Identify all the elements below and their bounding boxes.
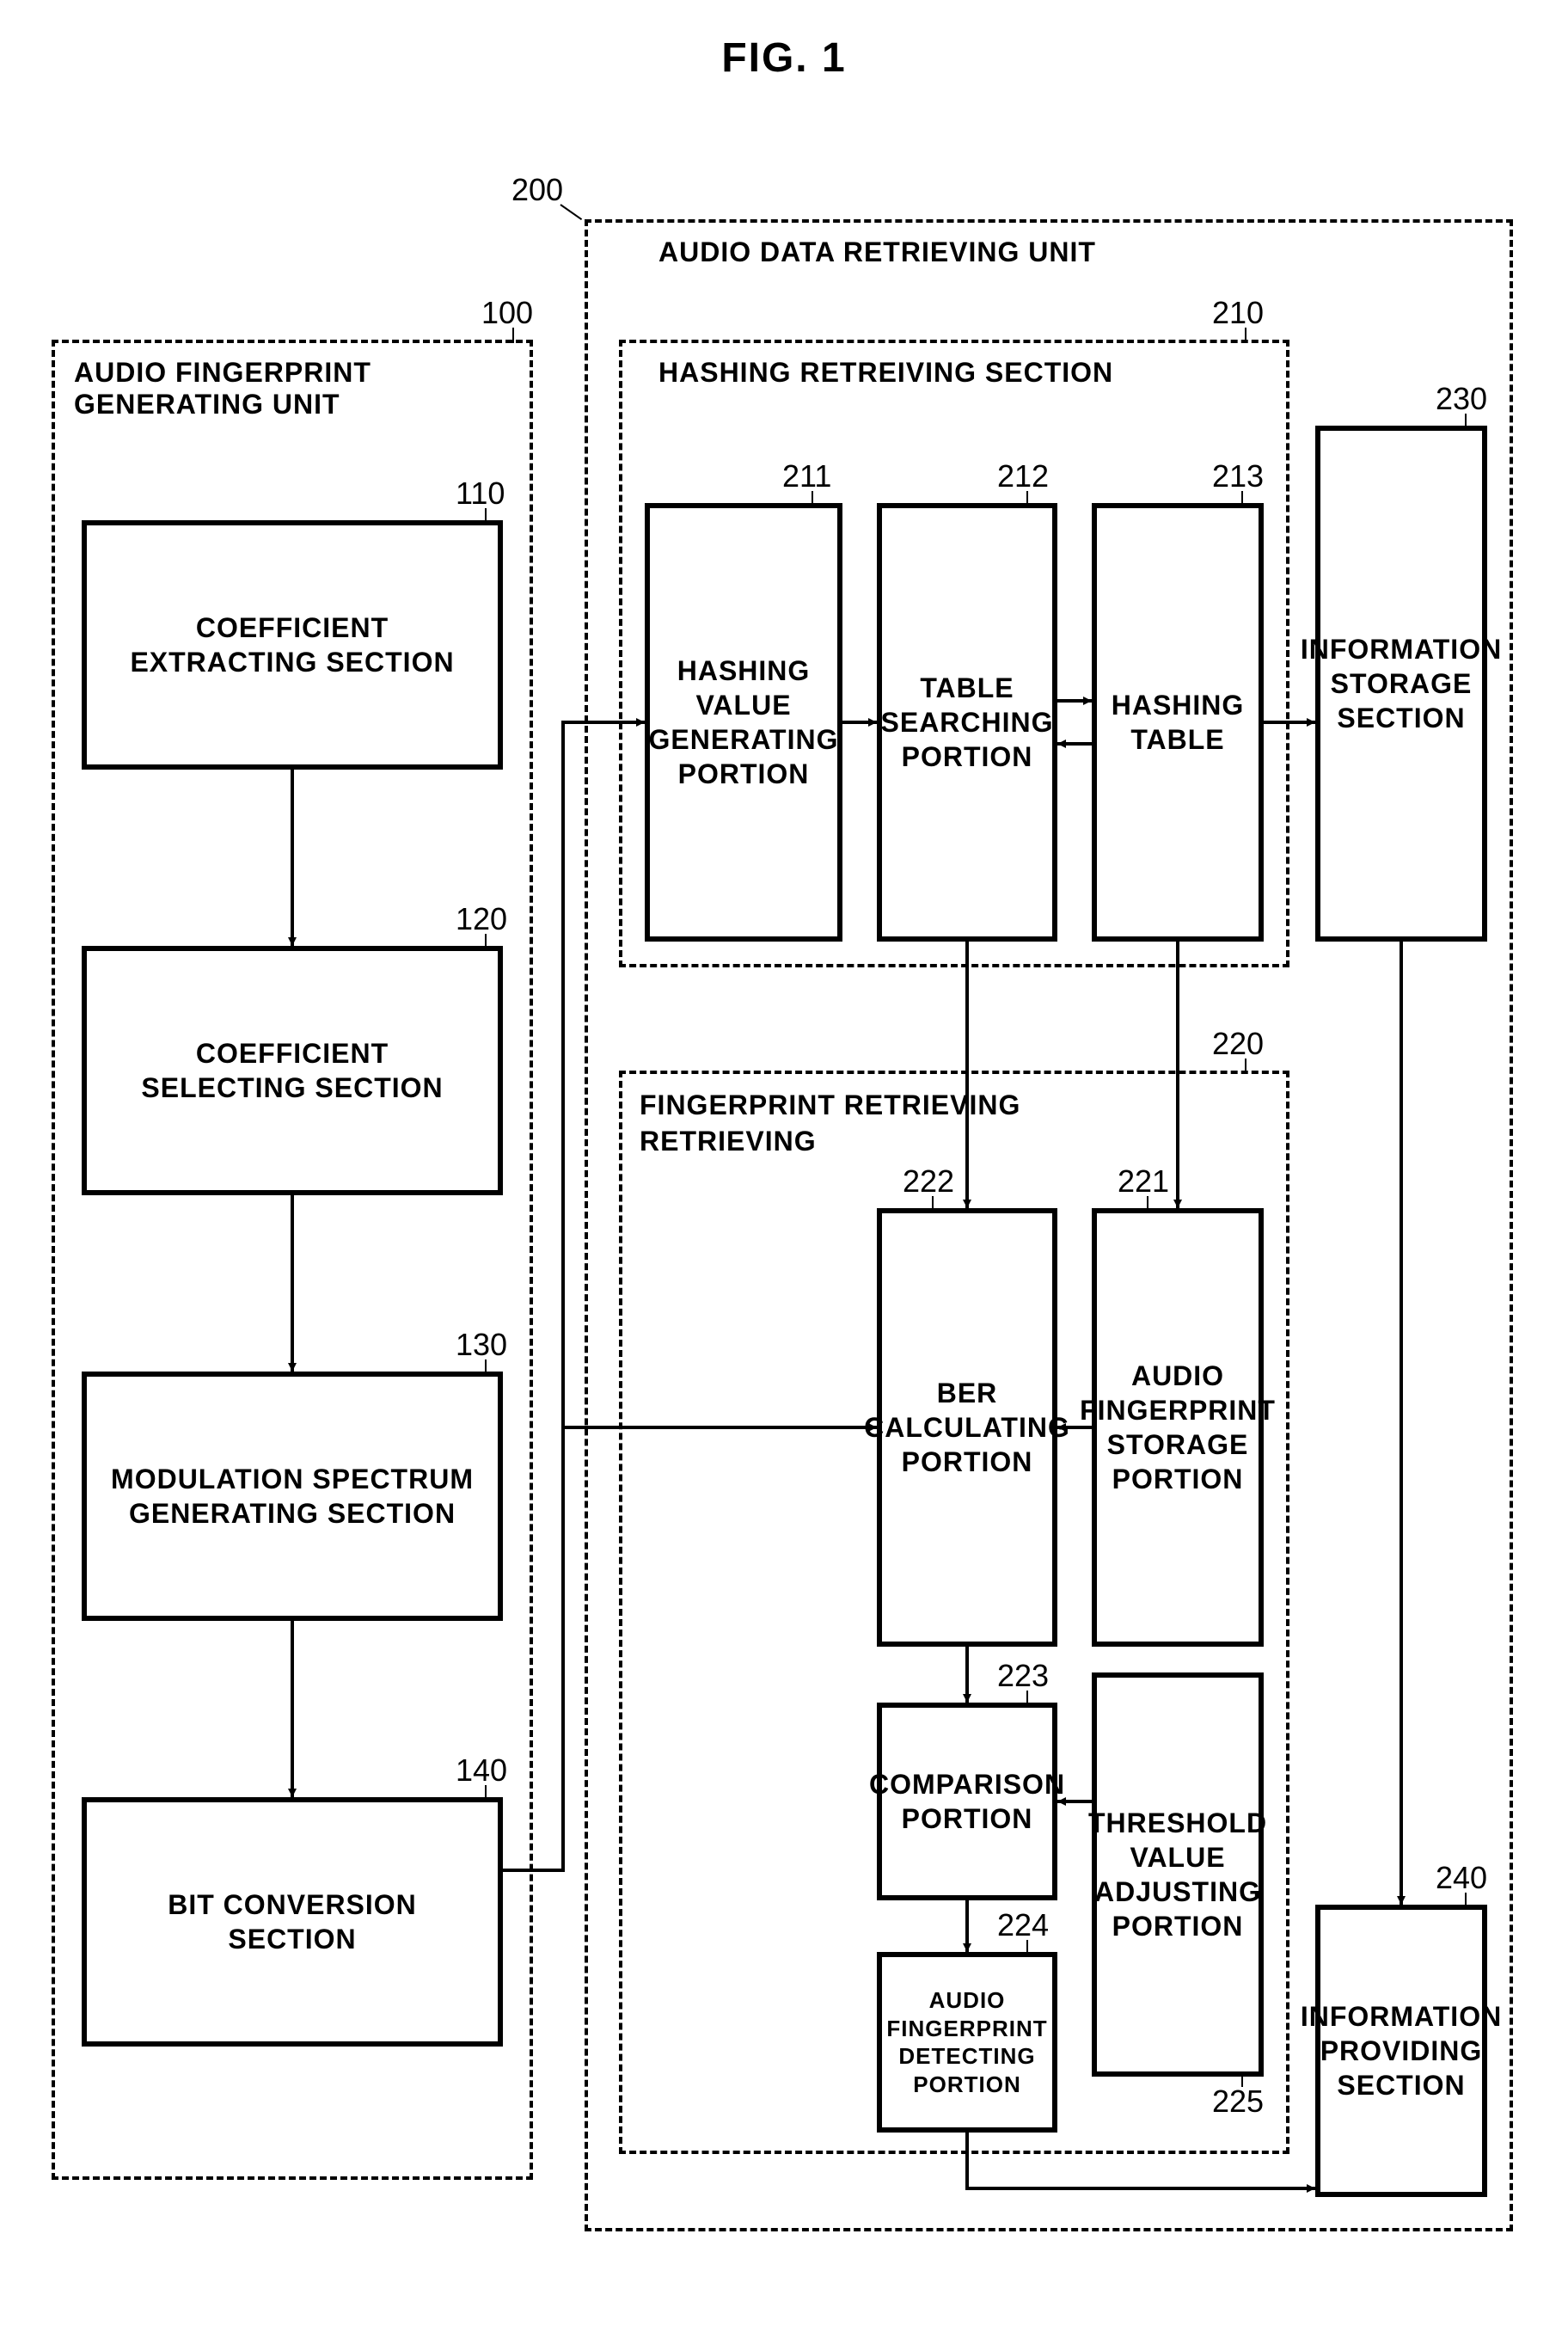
box-225-text: THRESHOLDVALUEADJUSTINGPORTION xyxy=(1088,1806,1267,1943)
box-240: INFORMATIONPROVIDINGSECTION xyxy=(1315,1905,1487,2197)
ref-213: 213 xyxy=(1212,458,1264,494)
box-224-text: AUDIOFINGERPRINTDETECTINGPORTION xyxy=(886,1986,1047,2098)
box-222-text: BERCALCULATINGPORTION xyxy=(864,1376,1070,1479)
box-130: MODULATION SPECTRUMGENERATING SECTION xyxy=(82,1372,503,1621)
ref-224: 224 xyxy=(997,1907,1049,1943)
ref-100: 100 xyxy=(481,295,533,331)
box-230-text: INFORMATIONSTORAGESECTION xyxy=(1301,632,1502,735)
box-140-text: BIT CONVERSIONSECTION xyxy=(168,1887,417,1956)
box-211-text: HASHING VALUEGENERATINGPORTION xyxy=(649,654,839,791)
section-220-label: FINGERPRINT RETRIEVINGRETRIEVING xyxy=(634,1088,1026,1159)
box-221: AUDIOFINGERPRINTSTORAGEPORTION xyxy=(1092,1208,1264,1647)
ref-130: 130 xyxy=(456,1327,507,1363)
ref-240: 240 xyxy=(1436,1860,1487,1896)
ref-220: 220 xyxy=(1212,1026,1264,1062)
ref-211: 211 xyxy=(782,458,831,494)
ref-120: 120 xyxy=(456,901,507,937)
unit-100-label: AUDIO FINGERPRINTGENERATING UNIT xyxy=(69,357,377,420)
box-212: TABLESEARCHINGPORTION xyxy=(877,503,1057,942)
ref-110: 110 xyxy=(456,476,505,512)
ref-140: 140 xyxy=(456,1752,507,1789)
box-140: BIT CONVERSIONSECTION xyxy=(82,1797,503,2047)
box-213-text: HASHINGTABLE xyxy=(1112,688,1245,757)
unit-200-label: AUDIO DATA RETRIEVING UNIT xyxy=(653,236,1101,268)
ref-221: 221 xyxy=(1118,1163,1169,1200)
box-130-text: MODULATION SPECTRUMGENERATING SECTION xyxy=(111,1462,474,1531)
box-223: COMPARISONPORTION xyxy=(877,1703,1057,1900)
box-225: THRESHOLDVALUEADJUSTINGPORTION xyxy=(1092,1672,1264,2077)
figure-title: FIG. 1 xyxy=(34,34,1534,82)
box-110: COEFFICIENTEXTRACTING SECTION xyxy=(82,520,503,770)
box-221-text: AUDIOFINGERPRINTSTORAGEPORTION xyxy=(1080,1359,1276,1496)
ref-230: 230 xyxy=(1436,381,1487,417)
box-213: HASHINGTABLE xyxy=(1092,503,1264,942)
box-222: BERCALCULATINGPORTION xyxy=(877,1208,1057,1647)
ref-225: 225 xyxy=(1212,2084,1264,2120)
ref-223: 223 xyxy=(997,1658,1049,1694)
ref-210: 210 xyxy=(1212,295,1264,331)
box-223-text: COMPARISONPORTION xyxy=(869,1767,1065,1836)
box-212-text: TABLESEARCHINGPORTION xyxy=(881,671,1054,774)
diagram-canvas: AUDIO FINGERPRINTGENERATING UNIT 100 AUD… xyxy=(34,107,1534,2257)
box-120: COEFFICIENTSELECTING SECTION xyxy=(82,946,503,1195)
ref-212: 212 xyxy=(997,458,1049,494)
box-110-text: COEFFICIENTEXTRACTING SECTION xyxy=(130,611,454,679)
box-120-text: COEFFICIENTSELECTING SECTION xyxy=(141,1036,443,1105)
box-230: INFORMATIONSTORAGESECTION xyxy=(1315,426,1487,942)
box-211: HASHING VALUEGENERATINGPORTION xyxy=(645,503,842,942)
box-224: AUDIOFINGERPRINTDETECTINGPORTION xyxy=(877,1952,1057,2133)
ref-200: 200 xyxy=(511,172,563,208)
box-240-text: INFORMATIONPROVIDINGSECTION xyxy=(1301,1999,1502,2102)
section-210-label: HASHING RETREIVING SECTION xyxy=(653,357,1118,389)
ref-222: 222 xyxy=(903,1163,954,1200)
